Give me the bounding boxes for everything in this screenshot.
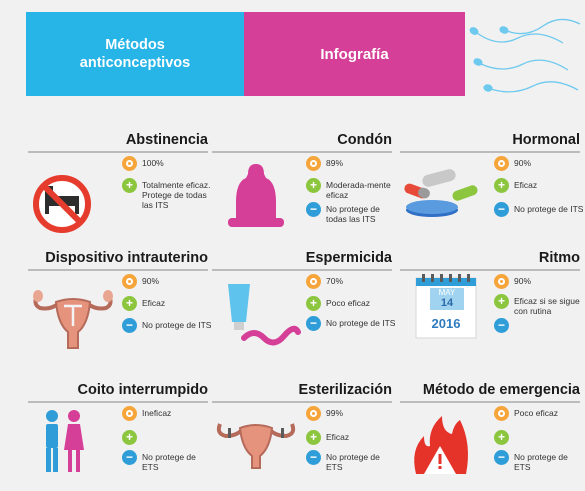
efficacy-icon: [494, 156, 509, 171]
efficacy-icon: [122, 156, 137, 171]
spermicide-tube-icon: [228, 284, 301, 346]
con-text: No protege de ITS: [326, 318, 396, 328]
couple-icon: [46, 410, 84, 472]
card-diu: Dispositivo intrauterino 90% + Eficaz − …: [28, 250, 211, 370]
minus-icon: −: [122, 318, 137, 333]
minus-icon: −: [494, 318, 509, 333]
plus-icon: +: [494, 294, 509, 309]
header-banner: Métodos anticonceptivos Infografía: [26, 12, 465, 96]
minus-icon: −: [306, 450, 321, 465]
card-title: Condón: [337, 132, 392, 148]
calendar-year: 2016: [431, 316, 461, 331]
pills-icon: [404, 169, 478, 217]
plus-icon: +: [306, 430, 321, 445]
no-bed-icon: [33, 175, 91, 233]
calendar-day: 14: [440, 297, 454, 309]
divider: [400, 269, 580, 271]
con-text: No protege de ETS: [514, 452, 568, 472]
con-text: No protege de ITS: [514, 204, 584, 214]
divider: [212, 401, 392, 403]
efficacy-value: 90%: [142, 276, 160, 286]
efficacy-value: 70%: [326, 276, 344, 286]
card-title: Método de emergencia: [422, 382, 580, 398]
pro-text: Eficaz: [326, 432, 350, 442]
pro-text: Poco eficaz: [326, 298, 370, 308]
con-text: No protege de todas las ITS: [326, 204, 380, 224]
con-text: No protege de ETS: [326, 452, 380, 472]
plus-icon: +: [494, 178, 509, 193]
card-title: Coito interrumpido: [77, 382, 209, 398]
card-abstinencia: Abstinencia 100% + Totalmente eficaz. Pr…: [28, 132, 211, 252]
card-metodo-emergencia: Método de emergencia Poco eficaz + − No …: [400, 382, 580, 491]
efficacy-value: 90%: [514, 158, 532, 168]
efficacy-value: Ineficaz: [142, 408, 172, 418]
efficacy-icon: [122, 406, 137, 421]
minus-icon: −: [494, 202, 509, 217]
minus-icon: −: [306, 202, 321, 217]
divider: [28, 269, 208, 271]
header-title-box: Métodos anticonceptivos: [26, 12, 244, 96]
efficacy-value: 99%: [326, 408, 344, 418]
card-hormonal: Hormonal 90% + Eficaz − No protege de IT…: [400, 132, 583, 252]
divider: [28, 401, 208, 403]
calendar-month: MAY: [438, 288, 456, 297]
uterus-iud-icon: [33, 290, 113, 349]
pro-text: Eficaz si se sigue con rutina: [514, 296, 580, 316]
card-title: Ritmo: [538, 250, 580, 266]
sterilization-icon: [216, 423, 296, 469]
fire-warning-icon: [414, 416, 468, 474]
divider: [400, 151, 580, 153]
efficacy-value: 89%: [326, 158, 344, 168]
pro-text: Totalmente eficaz. Protege de todas las …: [142, 180, 211, 210]
efficacy-value: 100%: [142, 158, 164, 168]
condom-icon: [228, 164, 284, 227]
card-title: Hormonal: [512, 132, 580, 148]
plus-icon: +: [122, 296, 137, 311]
efficacy-value: Poco eficaz: [514, 408, 558, 418]
efficacy-icon: [306, 274, 321, 289]
divider: [400, 401, 580, 403]
calendar-icon: MAY 14 2016: [402, 274, 494, 360]
pro-text: Eficaz: [142, 298, 166, 308]
efficacy-icon: [122, 274, 137, 289]
plus-icon: +: [306, 178, 321, 193]
efficacy-icon: [494, 274, 509, 289]
minus-icon: −: [494, 450, 509, 465]
card-condon: Condón 89% + Moderada-mente eficaz − No …: [212, 132, 392, 252]
plus-icon: +: [494, 430, 509, 445]
efficacy-icon: [306, 156, 321, 171]
card-title: Dispositivo intrauterino: [45, 250, 208, 266]
con-text: No protege de ITS: [142, 320, 212, 330]
divider: [28, 151, 208, 153]
header-title-line1: Métodos: [105, 37, 165, 53]
header-subtitle-box: Infografía: [244, 12, 465, 96]
header-title-line2: anticonceptivos: [79, 55, 191, 71]
plus-icon: +: [306, 296, 321, 311]
card-title: Esterilización: [298, 382, 392, 398]
minus-icon: −: [122, 450, 137, 465]
divider: [212, 269, 392, 271]
sperm-icon: [469, 18, 581, 93]
card-title: Abstinencia: [125, 132, 208, 148]
minus-icon: −: [306, 316, 321, 331]
pro-text: Eficaz: [514, 180, 538, 190]
card-coito-interrumpido: Coito interrumpido Ineficaz + − No prote…: [28, 382, 208, 491]
card-ritmo: Ritmo MAY 14 2016 90% + Eficaz si se sig…: [400, 250, 580, 370]
con-text: No protege de ETS: [142, 452, 196, 472]
efficacy-icon: [494, 406, 509, 421]
pro-text: Moderada-mente eficaz: [326, 180, 391, 200]
card-esterilizacion: Esterilización 99% + Eficaz − No protege…: [212, 382, 392, 491]
card-title: Espermicida: [305, 250, 392, 266]
efficacy-icon: [306, 406, 321, 421]
plus-icon: +: [122, 178, 137, 193]
card-espermicida: Espermicida 70% + Poco eficaz − No prote…: [212, 250, 395, 370]
efficacy-value: 90%: [514, 276, 532, 286]
divider: [212, 151, 392, 153]
header-subtitle: Infografía: [320, 45, 389, 63]
plus-icon: +: [122, 430, 137, 445]
